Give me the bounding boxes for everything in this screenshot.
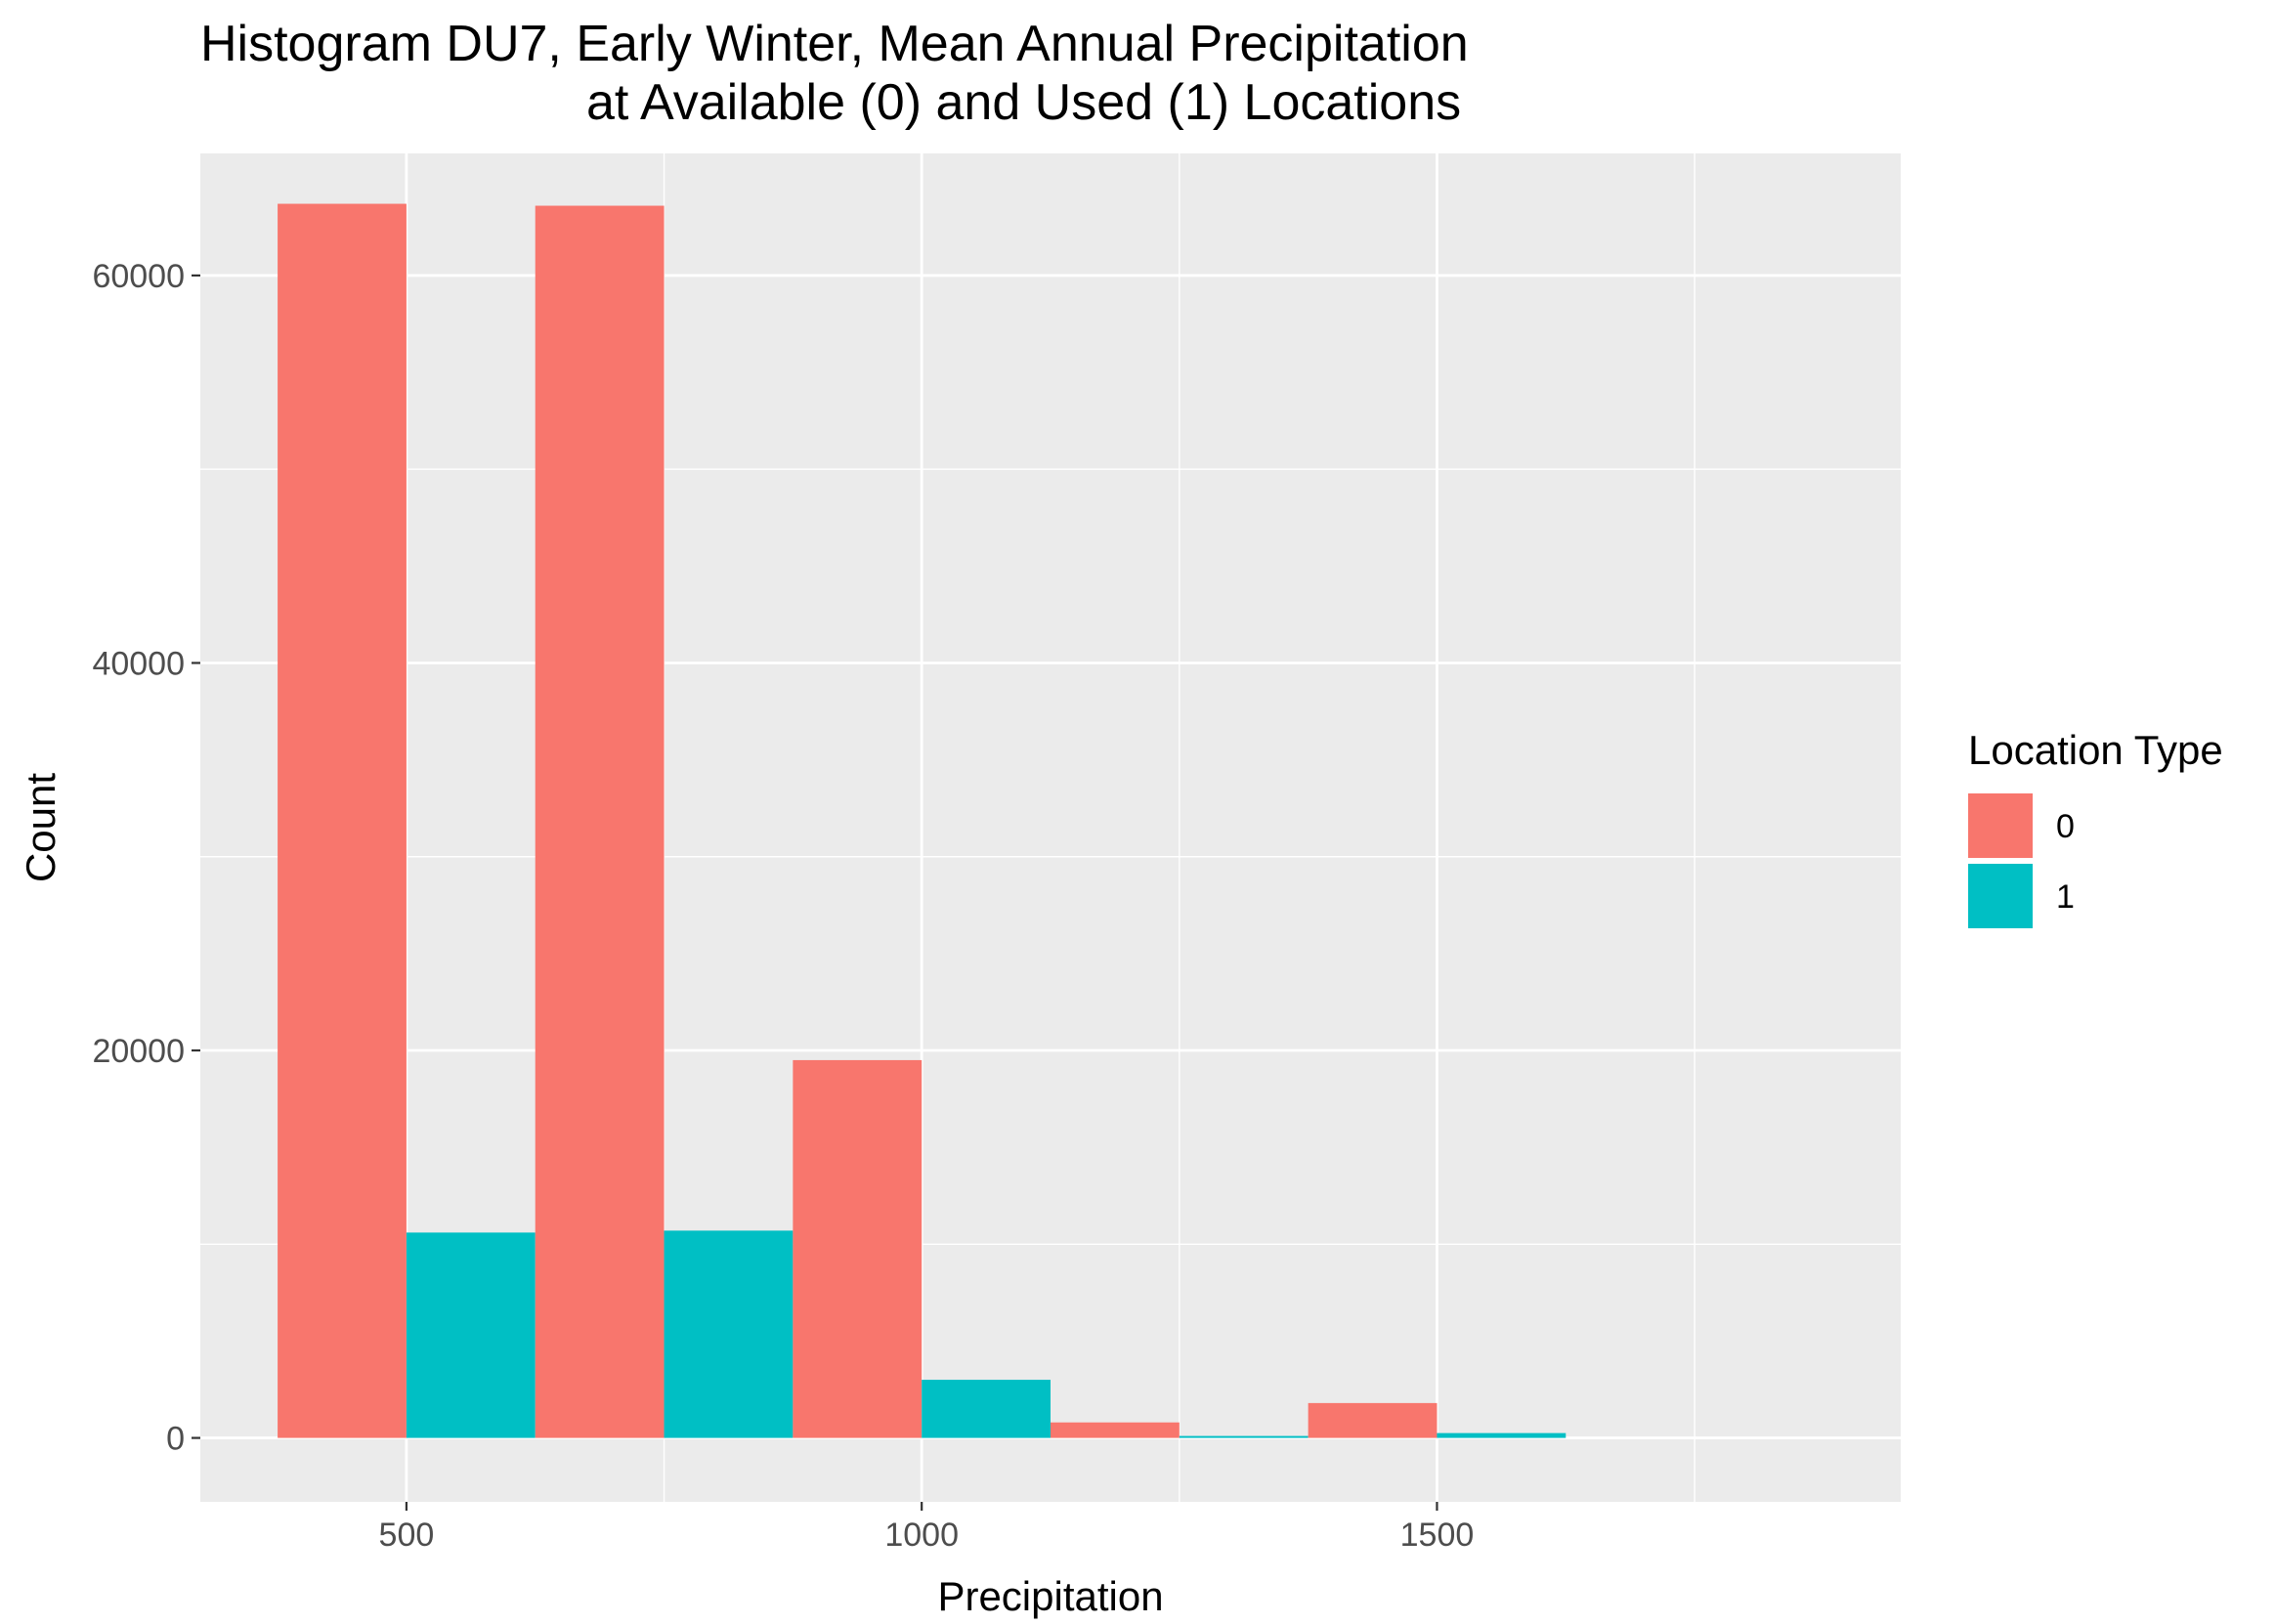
y-axis: 0 20000 40000 60000 [92,258,200,1458]
chart-title-line-2: at Available (0) and Used (1) Locations [586,74,1461,131]
bar-series-1 [1437,1432,1567,1438]
y-tick-label: 20000 [92,1033,185,1070]
x-tick-label: 500 [379,1517,435,1554]
bar-series-0 [1051,1422,1180,1438]
chart-title: Histogram DU7, Early Winter, Mean Annual… [200,16,1469,131]
y-tick-label: 60000 [92,258,185,295]
legend-items: 01 [1968,793,2075,928]
bar-series-1 [922,1380,1051,1438]
y-tick-label: 0 [166,1421,185,1458]
bar-series-1 [664,1230,794,1438]
histogram-bars [278,203,1567,1438]
legend-label-1: 1 [2056,878,2075,916]
bar-series-1 [406,1232,536,1438]
x-tick-label: 1000 [884,1517,959,1554]
legend-swatch-0 [1968,793,2033,858]
legend: Location Type 01 [1968,727,2223,928]
x-tick-label: 1500 [1400,1517,1475,1554]
x-axis: 500 1000 1500 [379,1502,1475,1554]
y-axis-title: Count [18,773,64,882]
legend-title: Location Type [1968,727,2223,773]
x-axis-title: Precipitation [937,1573,1163,1619]
bar-series-0 [793,1059,923,1438]
bar-series-1 [1179,1435,1309,1438]
y-tick-label: 40000 [92,645,185,682]
legend-swatch-1 [1968,864,2033,928]
legend-label-0: 0 [2056,808,2075,845]
chart-title-line-1: Histogram DU7, Early Winter, Mean Annual… [200,16,1469,72]
bar-series-0 [535,205,665,1438]
bar-series-0 [278,203,407,1438]
bar-series-0 [1308,1402,1438,1438]
